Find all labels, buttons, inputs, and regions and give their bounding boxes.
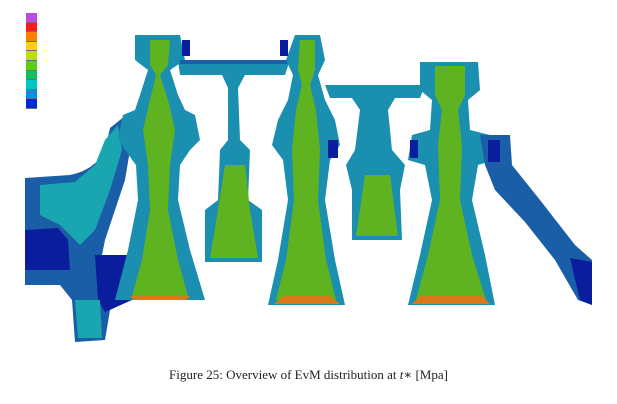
disk-2-teeth: [180, 60, 290, 64]
accent-5: [280, 40, 288, 56]
accent-1: [328, 140, 338, 158]
left-casing-cyan: [40, 125, 122, 245]
disk-2-core: [210, 165, 258, 258]
caption-label: Figure 25:: [169, 367, 223, 382]
disk-2: [178, 60, 290, 262]
disk-5: [408, 62, 495, 305]
caption-text: Overview of EvM distribution at: [226, 367, 397, 382]
legend-swatch: [26, 99, 37, 109]
right-casing: [480, 135, 592, 305]
figure-caption: Figure 25: Overview of EvM distribution …: [0, 367, 617, 383]
left-casing-foot: [75, 300, 102, 338]
legend-swatch: [26, 89, 37, 100]
disk-4: [325, 85, 425, 240]
disk-4-core: [356, 175, 398, 236]
accent-2: [410, 140, 418, 158]
legend-swatch: [26, 70, 37, 81]
legend-swatch: [26, 80, 37, 90]
disk-3: [268, 35, 345, 305]
disk-2-rim: [178, 60, 290, 262]
left-casing-deep: [25, 228, 70, 270]
right-casing-arm: [480, 135, 592, 305]
legend-swatch: [26, 51, 37, 61]
color-legend: [26, 13, 37, 109]
disk-3-root: [274, 296, 340, 304]
disk-4-rim: [325, 85, 425, 240]
disk-3-core: [276, 40, 336, 300]
deep-blue-accents: [182, 40, 500, 162]
legend-swatch: [26, 60, 37, 71]
disk-5-root: [412, 296, 490, 304]
legend-swatch: [26, 22, 37, 33]
legend-swatch: [26, 41, 37, 52]
left-casing: [25, 112, 135, 342]
disk-1-root: [130, 296, 190, 300]
disk-1: [115, 35, 205, 300]
disk-1-core: [132, 40, 188, 296]
disk-5-core: [416, 66, 486, 300]
caption-symbol: t∗: [399, 367, 413, 382]
accent-3: [488, 140, 500, 162]
legend-swatch: [26, 13, 37, 23]
accent-4: [182, 40, 190, 56]
right-casing-deep: [570, 258, 592, 305]
legend-swatch: [26, 32, 37, 42]
caption-unit: [Mpa]: [415, 367, 448, 382]
